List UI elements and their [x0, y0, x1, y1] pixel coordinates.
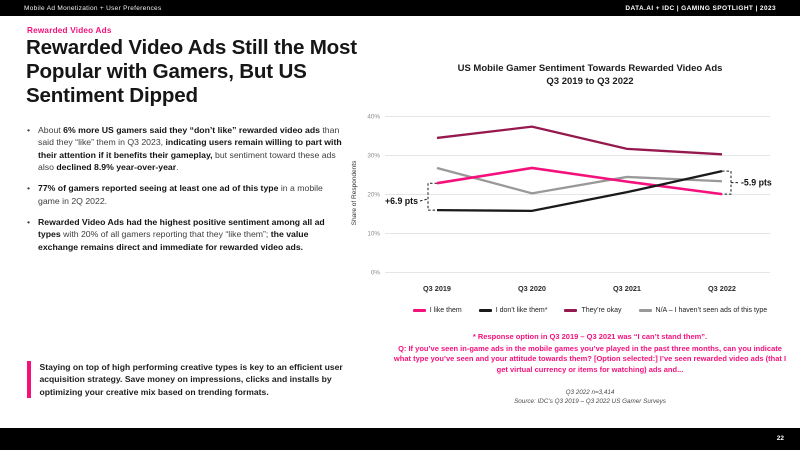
- bullet-list: About 6% more US gamers said they “don’t…: [27, 124, 345, 262]
- topbar-right-title: DATA.AI + IDC | GAMING SPOTLIGHT | 2023: [625, 4, 776, 12]
- bullet-item: About 6% more US gamers said they “don’t…: [27, 124, 345, 173]
- svg-text:20%: 20%: [367, 192, 380, 199]
- svg-text:10%: 10%: [367, 231, 380, 238]
- legend-label: I like them: [429, 307, 462, 314]
- chart-legend: I like them I don’t like them* They’re oka…: [370, 307, 800, 314]
- bottom-bar: 22: [0, 428, 800, 450]
- svg-text:40%: 40%: [367, 114, 380, 121]
- svg-text:Share of Respondents: Share of Respondents: [351, 160, 358, 225]
- legend-label: I don’t like them*: [495, 307, 548, 314]
- svg-text:Q3 2020: Q3 2020: [518, 284, 546, 293]
- legend-label: N/A – I haven’t seen ads of this type: [655, 307, 768, 314]
- svg-text:+6.9 pts: +6.9 pts: [385, 196, 418, 206]
- sentiment-line-chart: 40% 30% 20% 10% 0% Share of Respondents Q3 201…: [351, 114, 772, 294]
- callout-text: Staying on top of high performing creati…: [39, 362, 343, 397]
- legend-item: N/A – I haven’t seen ads of this type: [638, 307, 768, 314]
- legend-item: I don’t like them*: [478, 307, 548, 314]
- svg-text:Q3 2021: Q3 2021: [613, 284, 641, 293]
- svg-text:30%: 30%: [367, 153, 380, 160]
- legend-item: They’re okay: [564, 307, 622, 314]
- legend-line-swatch: [638, 309, 652, 312]
- legend-line-swatch: [412, 309, 426, 312]
- chart-title: US Mobile Gamer Sentiment Towards Reward…: [457, 63, 723, 74]
- footnote-line: * Response option in Q3 2019 – Q3 2021 w…: [472, 332, 708, 341]
- legend-line-swatch: [478, 309, 492, 312]
- chart-source: Q3 2022 n=3,414 Source: IDC’s Q3 2019 – Q…: [392, 388, 788, 406]
- footnote-line: Q: If you’ve seen in-game ads in the mob…: [393, 343, 787, 374]
- page-number: 22: [776, 435, 784, 442]
- source-line: Source: IDC’s Q3 2019 – Q3 2022 US Gamer…: [514, 398, 666, 406]
- svg-text:Q3 2019: Q3 2019: [423, 284, 451, 293]
- source-line: Q3 2022 n=3,414: [565, 389, 615, 396]
- chart-subtitle: Q3 2019 to Q3 2022: [546, 76, 634, 87]
- chart-footnote: * Response option in Q3 2019 – Q3 2021 w…: [392, 332, 788, 376]
- svg-text:-5.9 pts: -5.9 pts: [741, 178, 772, 188]
- legend-line-swatch: [564, 309, 578, 312]
- bullet-item: 77% of gamers reported seeing at least o…: [27, 182, 345, 207]
- callout-accent-bar: [27, 361, 31, 399]
- legend-item: I like them: [412, 307, 462, 314]
- top-bar: Mobile Ad Monetization + User Preference…: [0, 0, 800, 16]
- svg-text:0%: 0%: [371, 270, 381, 277]
- callout-box: Staying on top of high performing creati…: [27, 361, 349, 399]
- section-eyebrow: Rewarded Video Ads: [27, 26, 112, 35]
- svg-text:Q3 2022: Q3 2022: [708, 284, 736, 293]
- topbar-left-title: Mobile Ad Monetization + User Preference…: [24, 4, 162, 12]
- slide-title: Rewarded Video Ads Still the Most Popula…: [26, 36, 357, 108]
- legend-label: They’re okay: [581, 307, 622, 314]
- bullet-item: Rewarded Video Ads had the highest posit…: [27, 216, 345, 253]
